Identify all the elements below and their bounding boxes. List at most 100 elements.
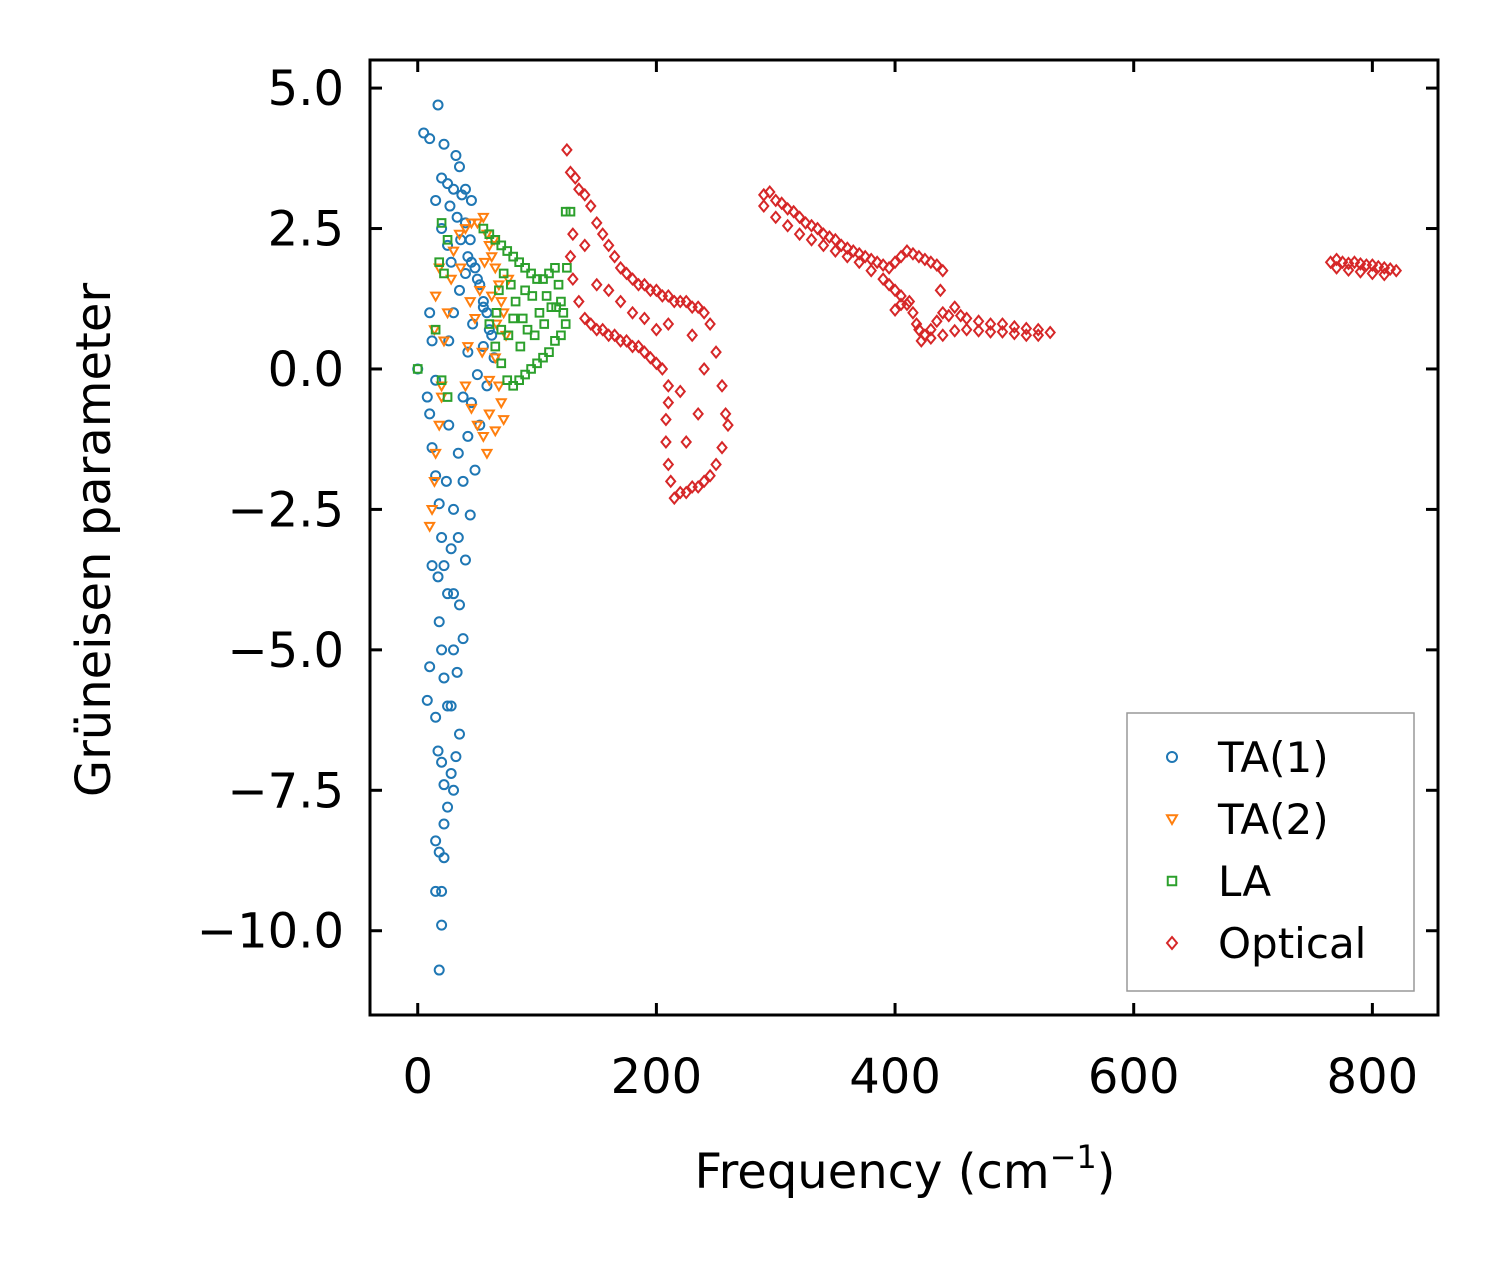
data-point xyxy=(564,249,577,264)
data-point xyxy=(704,468,716,483)
data-point xyxy=(436,756,448,768)
data-point xyxy=(436,919,448,931)
data-point xyxy=(925,331,937,346)
data-point xyxy=(769,210,782,225)
series-ta1 xyxy=(412,99,500,976)
data-point xyxy=(489,263,502,275)
data-point xyxy=(438,818,450,830)
x-tick-label: 200 xyxy=(611,1049,703,1105)
series-ta2 xyxy=(423,212,515,533)
data-point xyxy=(716,440,728,455)
x-tick-label: 600 xyxy=(1088,1049,1180,1105)
data-point xyxy=(508,380,519,391)
data-point xyxy=(475,347,489,359)
data-point xyxy=(471,420,484,432)
data-point xyxy=(638,311,651,326)
data-point xyxy=(495,398,508,410)
data-point xyxy=(692,300,704,315)
data-point xyxy=(901,244,913,258)
data-point xyxy=(903,294,916,309)
data-point xyxy=(436,172,448,184)
data-point xyxy=(626,339,639,354)
legend-label: TA(1) xyxy=(1217,733,1329,782)
data-point xyxy=(442,392,453,402)
data-point xyxy=(1330,260,1343,275)
data-point xyxy=(811,221,824,236)
data-point xyxy=(805,218,818,233)
series-optical xyxy=(561,142,1403,506)
data-point xyxy=(520,285,530,296)
data-point xyxy=(883,260,895,275)
data-point xyxy=(496,240,507,251)
data-point xyxy=(578,238,591,253)
data-point xyxy=(668,491,681,506)
data-point xyxy=(426,335,438,347)
x-axis-label: Frequency (cm−1) xyxy=(694,1138,1115,1200)
data-point xyxy=(485,252,498,264)
data-point xyxy=(430,885,442,897)
data-point xyxy=(438,138,450,150)
data-point xyxy=(877,272,889,287)
data-point xyxy=(468,314,482,325)
data-point xyxy=(638,277,651,292)
data-point xyxy=(490,341,501,352)
data-point xyxy=(464,509,476,521)
data-point xyxy=(436,223,448,235)
data-point xyxy=(477,432,490,443)
data-point xyxy=(817,238,830,253)
data-point xyxy=(445,767,457,779)
data-point xyxy=(426,560,438,572)
data-point xyxy=(590,322,603,337)
data-point xyxy=(877,258,889,273)
data-point xyxy=(558,307,569,318)
data-point xyxy=(489,426,502,438)
data-point xyxy=(510,296,521,307)
data-point xyxy=(889,303,901,317)
data-point xyxy=(793,227,806,242)
data-point xyxy=(1008,326,1021,341)
data-point xyxy=(465,194,477,206)
data-point xyxy=(1020,328,1033,343)
data-point xyxy=(459,381,472,393)
data-point xyxy=(505,279,516,290)
data-point xyxy=(478,223,489,234)
legend-label: LA xyxy=(1218,857,1271,906)
data-point xyxy=(450,150,462,161)
data-point xyxy=(441,308,454,320)
data-point xyxy=(478,257,491,269)
data-point xyxy=(459,224,472,236)
data-point xyxy=(494,285,504,296)
y-tick-label: 2.5 xyxy=(268,202,344,258)
data-point xyxy=(438,672,450,684)
data-point xyxy=(502,246,513,256)
data-point xyxy=(435,381,448,393)
data-point xyxy=(429,448,442,460)
data-point xyxy=(781,201,794,216)
data-point xyxy=(434,257,445,268)
data-point xyxy=(934,283,947,298)
data-point xyxy=(674,384,687,399)
data-point xyxy=(799,215,812,230)
data-point xyxy=(602,238,615,253)
data-point xyxy=(432,571,444,583)
data-point xyxy=(453,161,465,173)
data-point xyxy=(565,206,576,217)
data-point xyxy=(474,279,486,291)
data-point xyxy=(1008,319,1021,334)
ticks-layer: 0 200 400 600 800 5.0 2.5 0.0 −2.5 −5.0 −7.5 −10.0 xyxy=(197,60,1438,1105)
x-tick-label: 400 xyxy=(849,1049,941,1105)
data-point xyxy=(428,476,441,488)
data-point xyxy=(650,322,663,337)
data-point xyxy=(421,391,433,403)
data-point xyxy=(437,336,451,348)
data-point xyxy=(562,263,572,273)
data-point xyxy=(464,297,477,309)
data-point xyxy=(948,300,961,315)
data-point xyxy=(453,728,465,740)
data-point xyxy=(883,277,895,292)
data-point xyxy=(477,301,489,313)
data-point xyxy=(895,288,907,303)
data-point xyxy=(452,447,464,459)
